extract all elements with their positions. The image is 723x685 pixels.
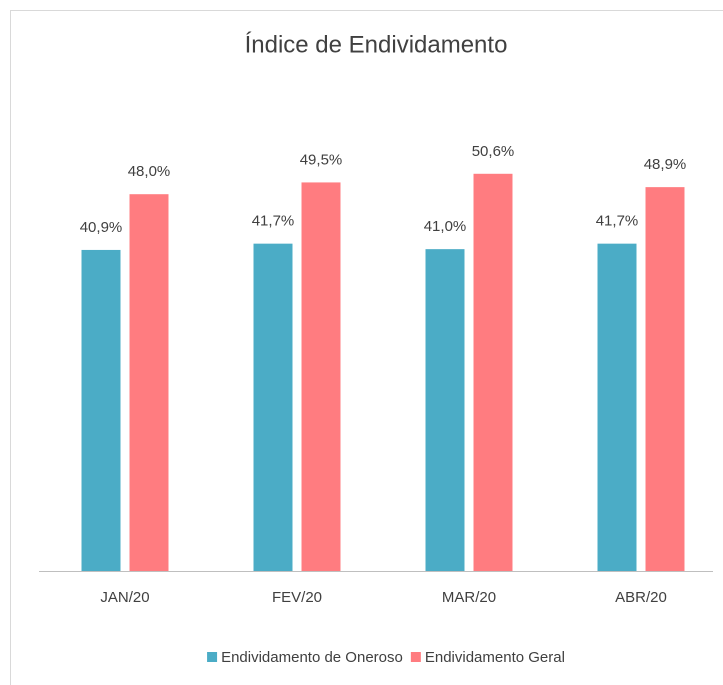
bar (473, 173, 513, 572)
data-label: 40,9% (80, 219, 123, 236)
legend-swatch (207, 652, 218, 662)
bar (425, 249, 465, 571)
chart-title: Índice de Endividamento (245, 31, 508, 58)
data-label: 49,5% (300, 151, 343, 168)
legend-label: Endividamento Geral (425, 649, 565, 666)
data-label: 41,0% (424, 218, 467, 235)
bar (597, 243, 637, 571)
data-label: 41,7% (252, 213, 295, 230)
x-tick-label: MAR/20 (442, 589, 496, 606)
x-tick-label: JAN/20 (100, 589, 149, 606)
data-label: 50,6% (472, 143, 515, 160)
legend-label: Endividamento de Oneroso (221, 649, 403, 666)
bar (81, 249, 121, 571)
x-tick-label: ABR/20 (615, 589, 667, 606)
data-label: 48,9% (644, 156, 687, 173)
bar (253, 243, 293, 571)
data-label: 41,7% (596, 213, 639, 230)
x-tick-label: FEV/20 (272, 589, 322, 606)
bar (301, 182, 341, 572)
bar (645, 187, 685, 571)
bar (129, 194, 169, 571)
legend-swatch (410, 652, 421, 662)
data-label: 48,0% (128, 163, 171, 180)
